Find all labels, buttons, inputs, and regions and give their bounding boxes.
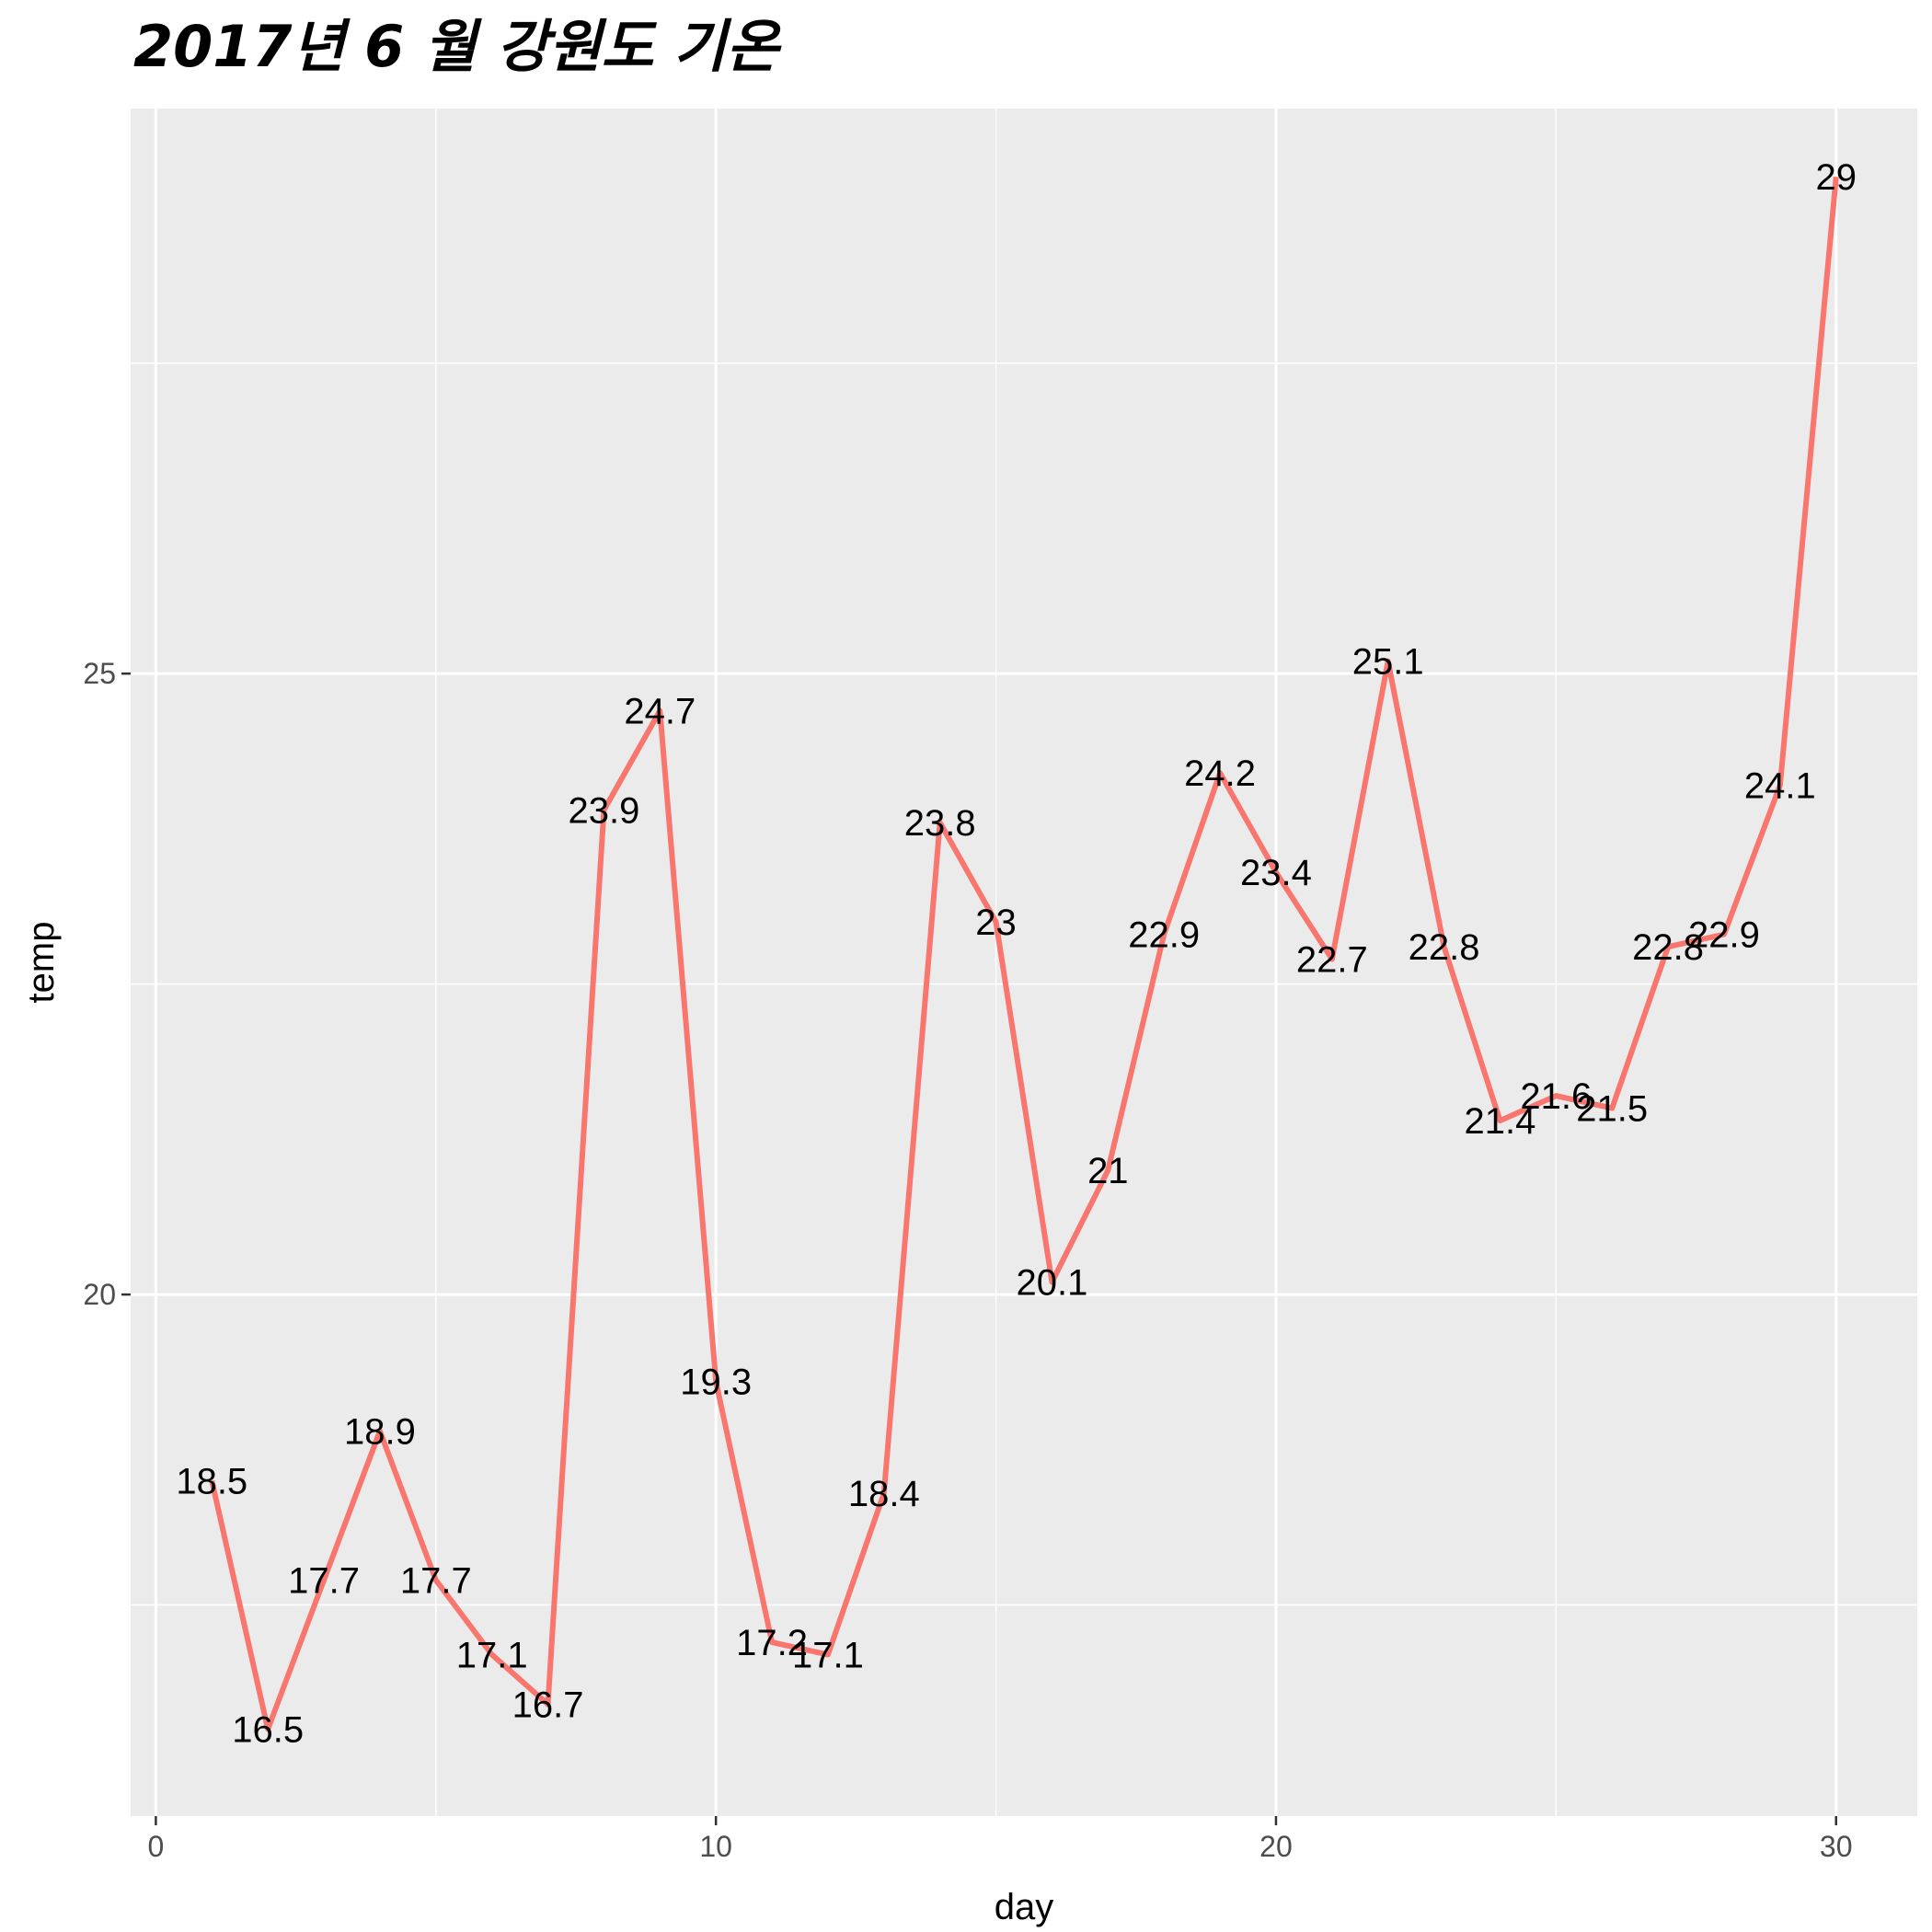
- data-label: 24.7: [624, 692, 696, 732]
- x-tick-label: 10: [699, 1830, 732, 1863]
- y-axis-title: temp: [21, 922, 62, 1004]
- x-tick-label: 30: [1820, 1830, 1853, 1863]
- tick-labels: 0 10 20 30 20 25: [83, 657, 1852, 1863]
- major-gridlines: [131, 109, 1917, 1816]
- x-tick-label: 0: [147, 1830, 164, 1863]
- data-label: 22.9: [1688, 915, 1760, 956]
- data-label: 21.5: [1576, 1089, 1648, 1130]
- data-label: 23.9: [568, 791, 639, 832]
- data-label: 16.5: [232, 1710, 304, 1751]
- data-label: 24.1: [1744, 766, 1816, 807]
- chart-title: 2017년 6 월 강원도 기온: [133, 13, 782, 80]
- minor-gridlines: [131, 109, 1917, 1816]
- data-label: 21.6: [1520, 1076, 1592, 1117]
- data-label: 18.5: [176, 1462, 247, 1502]
- data-label: 17.1: [456, 1636, 528, 1676]
- data-label: 22.8: [1409, 927, 1480, 968]
- data-label: 25.1: [1352, 642, 1424, 683]
- data-label: 23: [975, 903, 1017, 943]
- data-label: 19.3: [680, 1363, 752, 1403]
- data-label: 18.4: [848, 1474, 920, 1514]
- data-label: 17.1: [792, 1636, 864, 1676]
- y-tick-label: 20: [83, 1278, 116, 1311]
- data-labels: 18.5 16.5 17.7 18.9 17.7 17.1 16.7 23.9 24.7 19.3…: [176, 157, 1857, 1750]
- data-label: 18.9: [344, 1412, 416, 1453]
- data-label: 29: [1815, 157, 1857, 198]
- data-label: 17.7: [400, 1561, 472, 1602]
- x-tick-label: 20: [1259, 1830, 1293, 1863]
- data-label: 17.7: [288, 1561, 360, 1602]
- y-tick-label: 25: [83, 657, 116, 690]
- data-label: 22.9: [1128, 915, 1200, 956]
- axis-ticks: [121, 672, 1837, 1825]
- data-label: 24.2: [1184, 753, 1256, 794]
- data-label: 21.4: [1465, 1101, 1536, 1142]
- plot-panel: [131, 109, 1917, 1816]
- data-label: 20.1: [1017, 1263, 1088, 1304]
- x-axis-title: day: [995, 1887, 1054, 1927]
- temperature-series-line: [209, 176, 1839, 1732]
- data-label: 23.4: [1240, 853, 1312, 893]
- data-label: 22.8: [1632, 927, 1704, 968]
- data-label: 17.2: [736, 1623, 808, 1663]
- data-label: 23.8: [904, 803, 976, 844]
- data-label: 22.7: [1296, 940, 1368, 981]
- data-label: 21: [1087, 1151, 1129, 1191]
- data-label: 16.7: [512, 1685, 584, 1726]
